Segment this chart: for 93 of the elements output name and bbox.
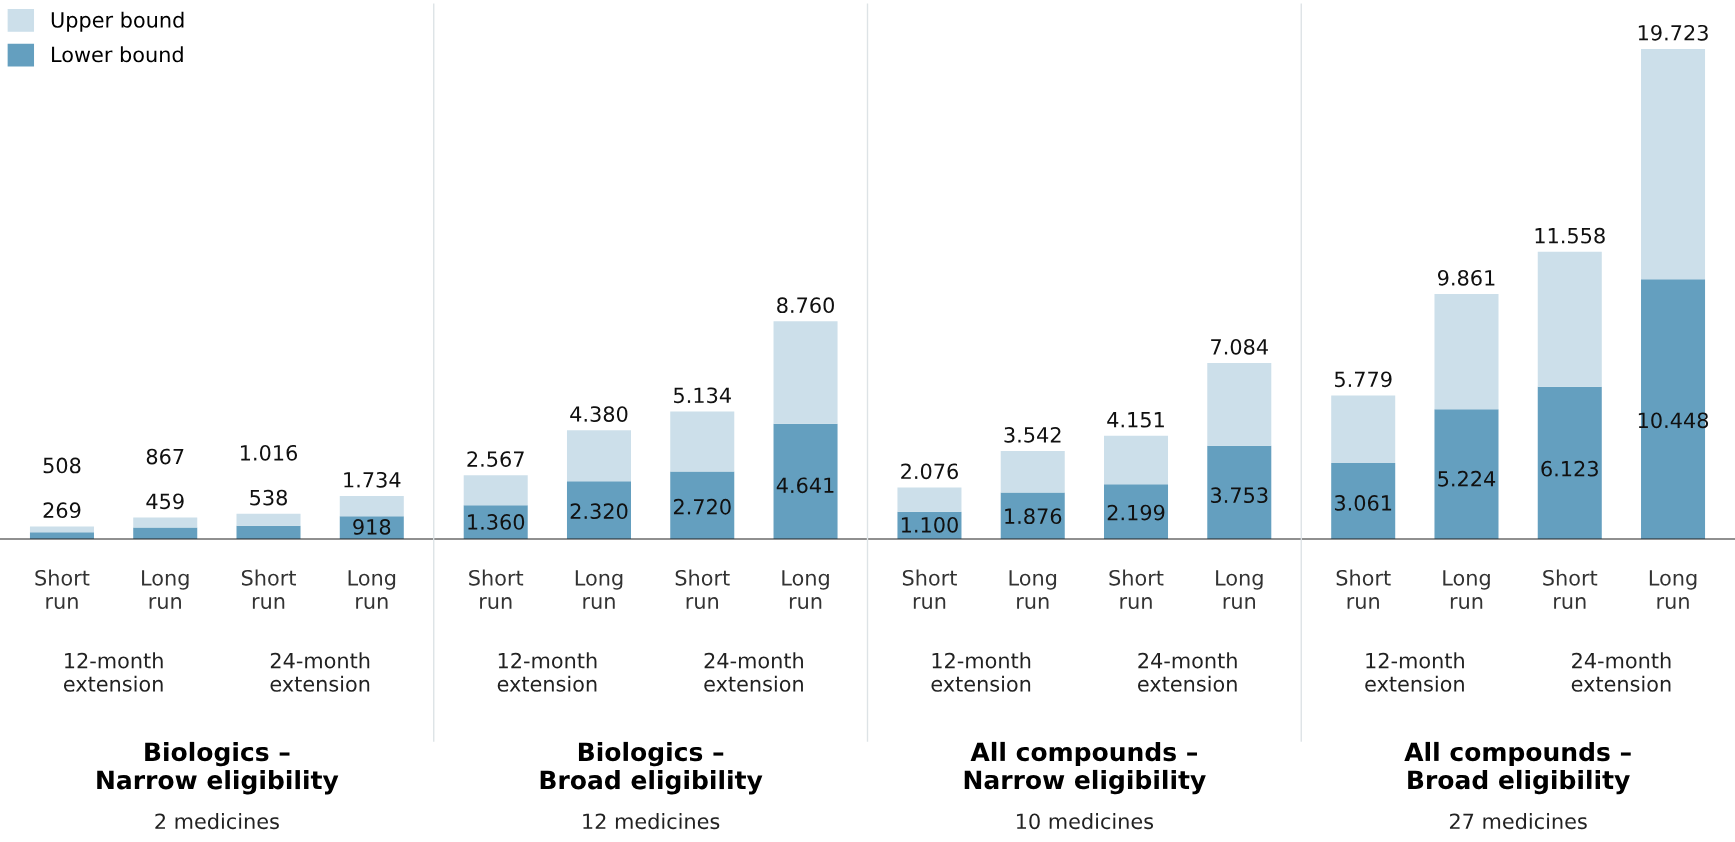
x-tick-label: Long run bbox=[1443, 570, 1490, 610]
x-tick-label: Short run bbox=[469, 569, 524, 610]
total-label: 867 bbox=[146, 448, 184, 465]
text: 24-month extension bbox=[1138, 652, 1237, 692]
x-tick-label: Long run bbox=[1009, 570, 1057, 610]
bar bbox=[670, 471, 735, 539]
bar bbox=[1207, 362, 1272, 446]
total-label: 1.016 bbox=[240, 444, 298, 461]
bar bbox=[463, 475, 528, 506]
total-label: 7.084 bbox=[1211, 338, 1268, 355]
x-tick-label: Long run bbox=[782, 570, 829, 610]
bar bbox=[1104, 484, 1169, 539]
bar bbox=[339, 495, 404, 517]
bar bbox=[566, 481, 631, 539]
text: 12-month extension bbox=[931, 652, 1031, 692]
text: Biologics – Narrow eligibility bbox=[97, 741, 339, 795]
bar bbox=[1434, 409, 1499, 539]
legend-label: Upper bound bbox=[51, 11, 184, 32]
total-label: 5.779 bbox=[1335, 371, 1392, 388]
total-label: 2.567 bbox=[467, 451, 524, 467]
data-label: 3.061 bbox=[1334, 495, 1392, 511]
total-label: 2.076 bbox=[901, 463, 958, 480]
bar bbox=[1537, 386, 1602, 539]
bar bbox=[670, 411, 735, 472]
bar bbox=[1331, 462, 1396, 539]
data-label: 5.224 bbox=[1438, 470, 1496, 487]
total-label: 4.151 bbox=[1107, 412, 1164, 428]
text: 27 medicines bbox=[1449, 813, 1587, 830]
text: 12-month extension bbox=[1365, 652, 1464, 692]
bar bbox=[1000, 492, 1065, 539]
x-tick-label: Long run bbox=[1216, 570, 1263, 610]
text: 2 medicines bbox=[155, 813, 279, 830]
bar bbox=[1104, 435, 1169, 485]
data-label: 918 bbox=[353, 519, 391, 535]
text: 12-month extension bbox=[63, 652, 163, 692]
total-label: 508 bbox=[43, 457, 81, 474]
legend-label: Lower bound bbox=[52, 46, 183, 63]
total-label: 8.760 bbox=[777, 297, 834, 314]
bar bbox=[566, 430, 631, 482]
bar bbox=[133, 517, 198, 528]
data-label: 2.720 bbox=[673, 498, 731, 515]
text: 12 medicines bbox=[583, 813, 720, 830]
text: 24-month extension bbox=[270, 652, 370, 692]
x-tick-label: Short run bbox=[902, 569, 957, 610]
x-tick-label: Short run bbox=[241, 569, 296, 610]
x-tick-label: Long run bbox=[575, 570, 623, 610]
bar bbox=[1434, 293, 1499, 410]
text: All compounds – Narrow eligibility bbox=[964, 741, 1206, 795]
total-label: 1.734 bbox=[344, 471, 401, 488]
bar bbox=[1331, 395, 1396, 463]
data-label: 459 bbox=[146, 493, 184, 510]
text: Biologics – Broad eligibility bbox=[540, 741, 763, 795]
data-label: 2.199 bbox=[1107, 504, 1165, 521]
x-tick-label: Short run bbox=[1109, 569, 1164, 610]
data-label: 1.360 bbox=[468, 514, 525, 530]
text: All compounds – Broad eligibility bbox=[1404, 741, 1631, 795]
x-tick-label: Long run bbox=[348, 570, 396, 610]
data-label: 1.876 bbox=[1005, 508, 1062, 525]
data-label: 3.753 bbox=[1211, 487, 1268, 504]
x-tick-label: Short run bbox=[1543, 569, 1598, 610]
bar bbox=[773, 321, 838, 424]
x-tick-label: Short run bbox=[35, 569, 90, 610]
text: 12-month extension bbox=[497, 652, 597, 692]
total-label: 11.558 bbox=[1535, 227, 1605, 244]
bar bbox=[236, 513, 301, 526]
data-label: 1.100 bbox=[901, 516, 958, 533]
total-label: 9.861 bbox=[1437, 269, 1495, 286]
bar bbox=[236, 525, 301, 539]
data-label: 538 bbox=[250, 489, 287, 506]
bar bbox=[897, 487, 962, 512]
data-label: 4.641 bbox=[776, 477, 834, 494]
bar bbox=[1207, 445, 1272, 539]
data-label: 269 bbox=[43, 502, 81, 519]
bar bbox=[1641, 279, 1706, 539]
bar bbox=[1537, 251, 1602, 387]
bar bbox=[773, 423, 838, 539]
total-label: 4.380 bbox=[570, 406, 628, 422]
bar bbox=[29, 526, 94, 533]
bar bbox=[1000, 450, 1065, 493]
data-label: 6.123 bbox=[1541, 460, 1598, 477]
x-tick-label: Long run bbox=[142, 570, 189, 610]
text: 10 medicines bbox=[1016, 813, 1154, 830]
total-label: 3.542 bbox=[1004, 426, 1061, 443]
total-label: 5.134 bbox=[674, 387, 731, 404]
bar bbox=[1641, 48, 1706, 280]
x-tick-label: Short run bbox=[675, 569, 730, 610]
text: 24-month extension bbox=[1571, 652, 1671, 692]
total-label: 19.723 bbox=[1638, 24, 1708, 41]
bar bbox=[29, 532, 94, 539]
text: 24-month extension bbox=[704, 652, 803, 692]
data-label: 2.320 bbox=[570, 503, 628, 520]
x-tick-label: Long run bbox=[1649, 570, 1697, 610]
x-tick-label: Short run bbox=[1336, 569, 1391, 610]
